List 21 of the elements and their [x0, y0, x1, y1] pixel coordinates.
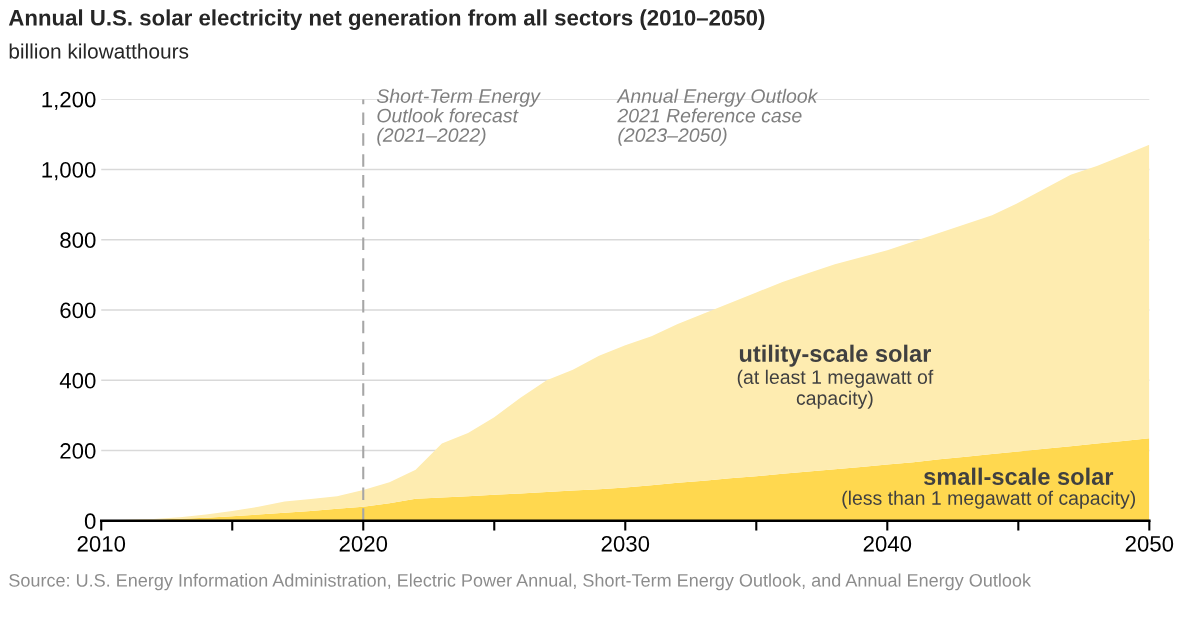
series-label: small-scale solar: [923, 467, 1114, 485]
annotation: Annual Energy Outlook 2021 Reference case (2023–2050): [616, 88, 819, 146]
ref-line-label: Short-Term Energy Outlook forecast (2021–2022): [376, 88, 541, 146]
y-tick-label: 1,000: [42, 162, 96, 181]
y-tick-label: 400: [59, 372, 96, 389]
x-tick-label: 2050: [1125, 535, 1174, 552]
annotation: (at least 1 megawatt of capacity): [737, 369, 934, 409]
y-tick-label: 600: [60, 302, 96, 319]
annotation: (less than 1 megawatt of capacity): [842, 490, 1136, 509]
y-tick-label: 800: [60, 232, 96, 248]
series-label: utility-scale solar: [739, 344, 931, 367]
source-note: Source: U.S. Energy Information Administration, Electric Power Annual, Short-Term Energy Outlook, and Annual Energy Outlook: [9, 573, 1032, 591]
y-tick-label: 200: [60, 443, 96, 459]
x-tick-label: 2040: [863, 535, 912, 552]
x-tick-label: 2020: [339, 535, 388, 552]
chart-subtitle: billion kilowatthours: [9, 43, 189, 59]
y-tick-label: 1,200: [42, 91, 96, 111]
x-tick-label: 2030: [601, 535, 650, 552]
y-tick-label: 0: [84, 513, 96, 530]
x-tick-label: 2010: [77, 535, 126, 552]
chart-title: Annual U.S. solar electricity net generation from all sectors (2010–2050): [8, 9, 765, 31]
